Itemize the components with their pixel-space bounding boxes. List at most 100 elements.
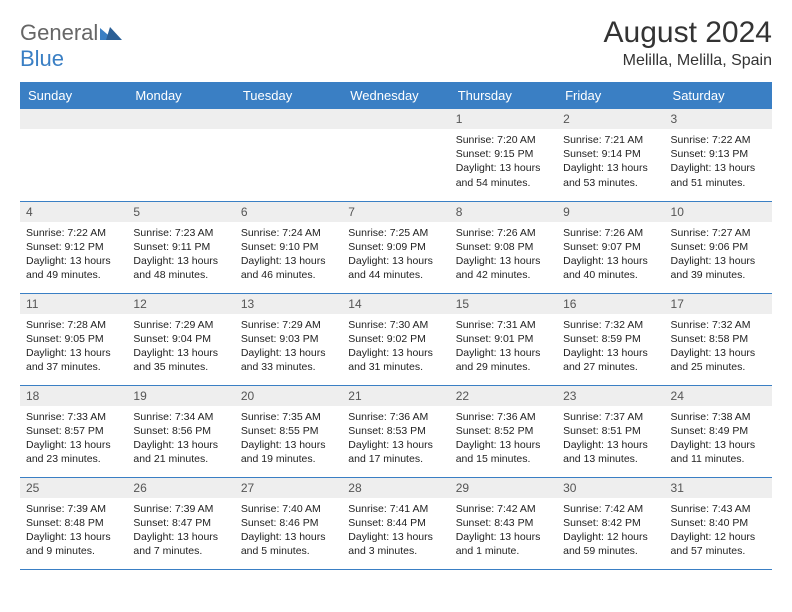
- calendar-cell: 16Sunrise: 7:32 AMSunset: 8:59 PMDayligh…: [557, 293, 664, 385]
- calendar-cell: 15Sunrise: 7:31 AMSunset: 9:01 PMDayligh…: [450, 293, 557, 385]
- calendar-week-row: 18Sunrise: 7:33 AMSunset: 8:57 PMDayligh…: [20, 385, 772, 477]
- day-number-empty: [235, 109, 342, 129]
- day-number: 17: [665, 294, 772, 314]
- day-details: Sunrise: 7:27 AMSunset: 9:06 PMDaylight:…: [665, 222, 772, 289]
- day-details: Sunrise: 7:42 AMSunset: 8:43 PMDaylight:…: [450, 498, 557, 565]
- calendar-cell-empty: [235, 109, 342, 201]
- calendar-cell: 27Sunrise: 7:40 AMSunset: 8:46 PMDayligh…: [235, 477, 342, 569]
- day-details: Sunrise: 7:29 AMSunset: 9:03 PMDaylight:…: [235, 314, 342, 381]
- day-details: Sunrise: 7:34 AMSunset: 8:56 PMDaylight:…: [127, 406, 234, 473]
- day-number: 31: [665, 478, 772, 498]
- day-number: 14: [342, 294, 449, 314]
- day-details: Sunrise: 7:32 AMSunset: 8:58 PMDaylight:…: [665, 314, 772, 381]
- title-block: August 2024 Melilla, Melilla, Spain: [604, 16, 772, 70]
- weekday-header: Wednesday: [342, 82, 449, 109]
- calendar-cell-empty: [127, 109, 234, 201]
- calendar-cell: 25Sunrise: 7:39 AMSunset: 8:48 PMDayligh…: [20, 477, 127, 569]
- day-details: Sunrise: 7:22 AMSunset: 9:12 PMDaylight:…: [20, 222, 127, 289]
- day-number: 22: [450, 386, 557, 406]
- day-details: Sunrise: 7:26 AMSunset: 9:08 PMDaylight:…: [450, 222, 557, 289]
- calendar-header-row: SundayMondayTuesdayWednesdayThursdayFrid…: [20, 82, 772, 109]
- calendar-cell: 10Sunrise: 7:27 AMSunset: 9:06 PMDayligh…: [665, 201, 772, 293]
- day-details: Sunrise: 7:31 AMSunset: 9:01 PMDaylight:…: [450, 314, 557, 381]
- calendar-cell: 21Sunrise: 7:36 AMSunset: 8:53 PMDayligh…: [342, 385, 449, 477]
- calendar-cell: 11Sunrise: 7:28 AMSunset: 9:05 PMDayligh…: [20, 293, 127, 385]
- calendar-cell: 7Sunrise: 7:25 AMSunset: 9:09 PMDaylight…: [342, 201, 449, 293]
- calendar-cell: 6Sunrise: 7:24 AMSunset: 9:10 PMDaylight…: [235, 201, 342, 293]
- weekday-header: Sunday: [20, 82, 127, 109]
- calendar-cell: 31Sunrise: 7:43 AMSunset: 8:40 PMDayligh…: [665, 477, 772, 569]
- day-details: Sunrise: 7:39 AMSunset: 8:48 PMDaylight:…: [20, 498, 127, 565]
- day-details: Sunrise: 7:35 AMSunset: 8:55 PMDaylight:…: [235, 406, 342, 473]
- calendar-cell: 9Sunrise: 7:26 AMSunset: 9:07 PMDaylight…: [557, 201, 664, 293]
- day-number-empty: [342, 109, 449, 129]
- day-number-empty: [127, 109, 234, 129]
- day-number: 16: [557, 294, 664, 314]
- calendar-cell-empty: [342, 109, 449, 201]
- day-details: Sunrise: 7:22 AMSunset: 9:13 PMDaylight:…: [665, 129, 772, 196]
- calendar-cell-empty: [20, 109, 127, 201]
- location-text: Melilla, Melilla, Spain: [604, 52, 772, 70]
- calendar-week-row: 25Sunrise: 7:39 AMSunset: 8:48 PMDayligh…: [20, 477, 772, 569]
- calendar-cell: 17Sunrise: 7:32 AMSunset: 8:58 PMDayligh…: [665, 293, 772, 385]
- calendar-cell: 5Sunrise: 7:23 AMSunset: 9:11 PMDaylight…: [127, 201, 234, 293]
- day-number: 11: [20, 294, 127, 314]
- day-number-empty: [20, 109, 127, 129]
- calendar-cell: 19Sunrise: 7:34 AMSunset: 8:56 PMDayligh…: [127, 385, 234, 477]
- day-number: 20: [235, 386, 342, 406]
- day-details: Sunrise: 7:36 AMSunset: 8:52 PMDaylight:…: [450, 406, 557, 473]
- day-number: 19: [127, 386, 234, 406]
- day-number: 3: [665, 109, 772, 129]
- weekday-header: Friday: [557, 82, 664, 109]
- day-number: 6: [235, 202, 342, 222]
- calendar-cell: 22Sunrise: 7:36 AMSunset: 8:52 PMDayligh…: [450, 385, 557, 477]
- calendar-cell: 3Sunrise: 7:22 AMSunset: 9:13 PMDaylight…: [665, 109, 772, 201]
- day-number: 18: [20, 386, 127, 406]
- day-number: 27: [235, 478, 342, 498]
- day-number: 29: [450, 478, 557, 498]
- calendar-cell: 26Sunrise: 7:39 AMSunset: 8:47 PMDayligh…: [127, 477, 234, 569]
- page-header: GeneralBlue August 2024 Melilla, Melilla…: [20, 16, 772, 72]
- day-number: 7: [342, 202, 449, 222]
- day-details: Sunrise: 7:21 AMSunset: 9:14 PMDaylight:…: [557, 129, 664, 196]
- day-details: Sunrise: 7:29 AMSunset: 9:04 PMDaylight:…: [127, 314, 234, 381]
- calendar-cell: 28Sunrise: 7:41 AMSunset: 8:44 PMDayligh…: [342, 477, 449, 569]
- day-number: 4: [20, 202, 127, 222]
- day-number: 5: [127, 202, 234, 222]
- calendar-cell: 13Sunrise: 7:29 AMSunset: 9:03 PMDayligh…: [235, 293, 342, 385]
- logo-text-general: General: [20, 20, 98, 45]
- day-number: 26: [127, 478, 234, 498]
- day-details: Sunrise: 7:24 AMSunset: 9:10 PMDaylight:…: [235, 222, 342, 289]
- weekday-header: Saturday: [665, 82, 772, 109]
- day-details: Sunrise: 7:33 AMSunset: 8:57 PMDaylight:…: [20, 406, 127, 473]
- calendar-week-row: 4Sunrise: 7:22 AMSunset: 9:12 PMDaylight…: [20, 201, 772, 293]
- calendar-cell: 2Sunrise: 7:21 AMSunset: 9:14 PMDaylight…: [557, 109, 664, 201]
- day-number: 12: [127, 294, 234, 314]
- day-details: Sunrise: 7:32 AMSunset: 8:59 PMDaylight:…: [557, 314, 664, 381]
- weekday-header: Tuesday: [235, 82, 342, 109]
- calendar-cell: 14Sunrise: 7:30 AMSunset: 9:02 PMDayligh…: [342, 293, 449, 385]
- day-details: Sunrise: 7:28 AMSunset: 9:05 PMDaylight:…: [20, 314, 127, 381]
- day-details: Sunrise: 7:25 AMSunset: 9:09 PMDaylight:…: [342, 222, 449, 289]
- day-number: 23: [557, 386, 664, 406]
- day-details: Sunrise: 7:23 AMSunset: 9:11 PMDaylight:…: [127, 222, 234, 289]
- day-details: Sunrise: 7:41 AMSunset: 8:44 PMDaylight:…: [342, 498, 449, 565]
- calendar-cell: 4Sunrise: 7:22 AMSunset: 9:12 PMDaylight…: [20, 201, 127, 293]
- logo-triangle-icon: [100, 20, 122, 36]
- day-number: 28: [342, 478, 449, 498]
- day-details: Sunrise: 7:30 AMSunset: 9:02 PMDaylight:…: [342, 314, 449, 381]
- weekday-header: Thursday: [450, 82, 557, 109]
- day-details: Sunrise: 7:37 AMSunset: 8:51 PMDaylight:…: [557, 406, 664, 473]
- calendar-week-row: 1Sunrise: 7:20 AMSunset: 9:15 PMDaylight…: [20, 109, 772, 201]
- calendar-cell: 30Sunrise: 7:42 AMSunset: 8:42 PMDayligh…: [557, 477, 664, 569]
- day-details: Sunrise: 7:40 AMSunset: 8:46 PMDaylight:…: [235, 498, 342, 565]
- calendar-table: SundayMondayTuesdayWednesdayThursdayFrid…: [20, 82, 772, 570]
- calendar-cell: 29Sunrise: 7:42 AMSunset: 8:43 PMDayligh…: [450, 477, 557, 569]
- logo-text-blue: Blue: [20, 46, 64, 71]
- calendar-week-row: 11Sunrise: 7:28 AMSunset: 9:05 PMDayligh…: [20, 293, 772, 385]
- calendar-cell: 23Sunrise: 7:37 AMSunset: 8:51 PMDayligh…: [557, 385, 664, 477]
- calendar-cell: 12Sunrise: 7:29 AMSunset: 9:04 PMDayligh…: [127, 293, 234, 385]
- calendar-cell: 8Sunrise: 7:26 AMSunset: 9:08 PMDaylight…: [450, 201, 557, 293]
- day-number: 15: [450, 294, 557, 314]
- day-details: Sunrise: 7:39 AMSunset: 8:47 PMDaylight:…: [127, 498, 234, 565]
